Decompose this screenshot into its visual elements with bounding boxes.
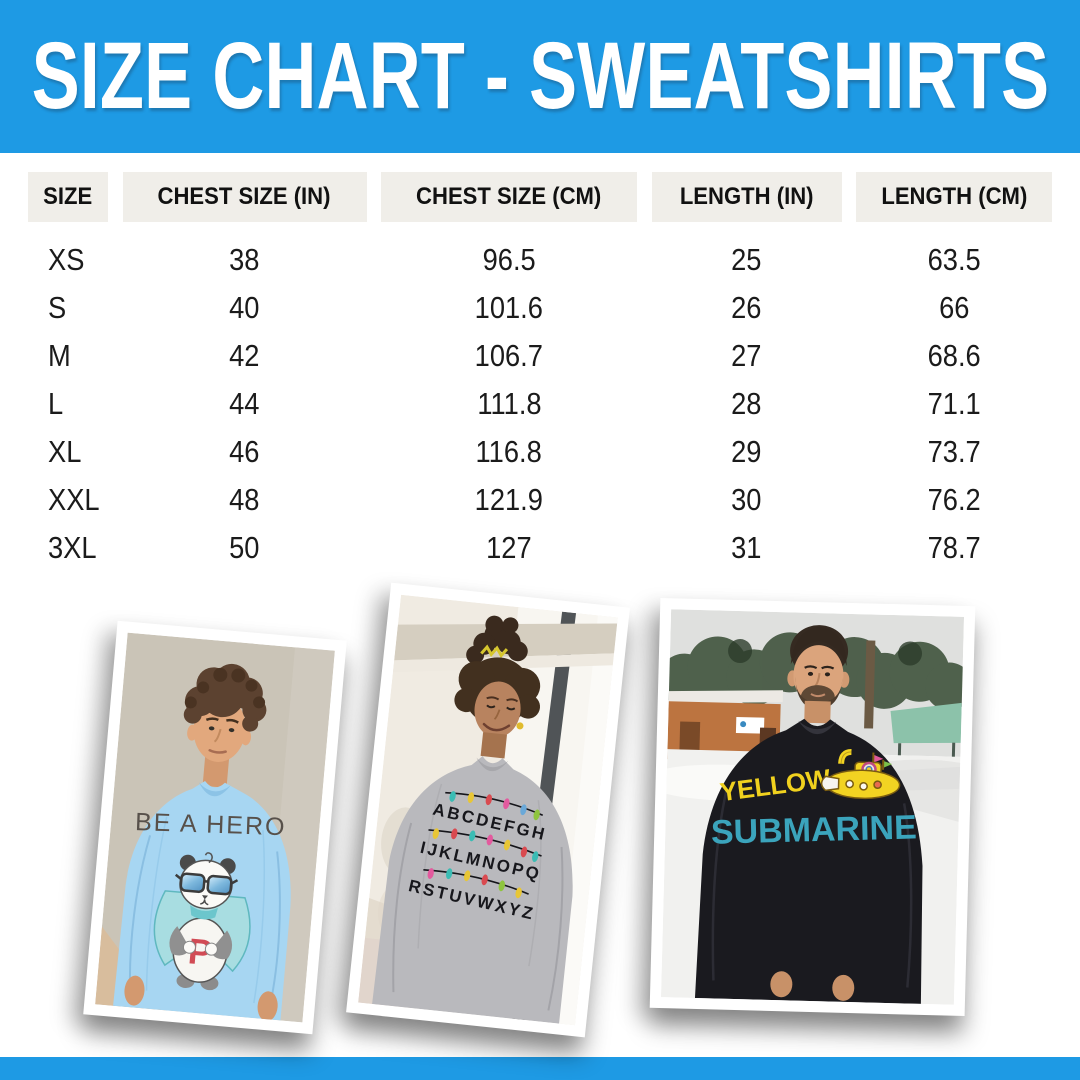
length-cm-value: 63.5: [927, 242, 981, 277]
table-row: XS 38 96.5 25 63.5: [28, 236, 1052, 284]
submarine-graphic: [820, 749, 901, 800]
size-value: XXL: [48, 482, 100, 517]
photo-black-sweatshirt: YELLOW SUBMARINE: [649, 597, 976, 1017]
chest-in-value: 44: [229, 386, 260, 421]
panda-sunglasses-icon: [174, 872, 239, 896]
chest-in-value: 42: [229, 338, 260, 373]
size-value: L: [48, 386, 64, 421]
size-value: 3XL: [48, 530, 97, 565]
table-row: XXL 48 121.9 30 76.2: [28, 476, 1052, 524]
chest-cm-value: 111.8: [476, 386, 542, 421]
superhero-panda-graphic: P: [153, 852, 251, 991]
table-row: M 42 106.7 27 68.6: [28, 332, 1052, 380]
length-in-value: 30: [731, 482, 762, 517]
length-in-value: 27: [731, 338, 762, 373]
gray-sweatshirt-mockup-graphic: ABCDEFGH IJKLMNOPQ RSTUVWXYZ: [358, 594, 618, 1026]
yellow-submarine-print: YELLOW SUBMARINE: [710, 749, 917, 852]
chest-in-value: 38: [229, 242, 260, 277]
length-in-value: 25: [731, 242, 762, 277]
length-cm-value: 71.1: [927, 386, 981, 421]
page-title: SIZE CHART - SWEATSHIRTS: [31, 23, 1049, 129]
yellow-scrunchie: [480, 644, 509, 659]
size-table: SIZE CHEST SIZE (IN) CHEST SIZE (CM) LEN…: [28, 153, 1052, 572]
utility-pole: [864, 640, 876, 729]
table-row: 3XL 50 127 31 78.7: [28, 524, 1052, 572]
be-a-hero-print: BE A HERO P: [135, 808, 287, 991]
chest-cm-value: 101.6: [474, 290, 544, 325]
length-cm-value: 68.6: [927, 338, 981, 373]
photo-blue-sweatshirt: BE A HERO P: [83, 620, 347, 1035]
footer-bar: [0, 1057, 1080, 1080]
table-header-row: SIZE CHEST SIZE (IN) CHEST SIZE (CM) LEN…: [28, 172, 1052, 222]
column-header-length-cm: LENGTH (CM): [856, 172, 1052, 222]
orange-building: [666, 690, 784, 763]
length-cm-value: 66: [938, 290, 970, 325]
chest-cm-value: 96.5: [482, 242, 536, 277]
blue-sweatshirt-mockup-graphic: BE A HERO P: [95, 632, 335, 1023]
chest-cm-value: 121.9: [474, 482, 544, 517]
ponytail-hair: [466, 615, 528, 664]
column-header-length-in: LENGTH (IN): [651, 172, 842, 222]
column-header-chest-in: CHEST SIZE (IN): [122, 172, 367, 222]
chest-cm-value: 106.7: [474, 338, 544, 373]
column-header-chest-cm: CHEST SIZE (CM): [381, 172, 637, 222]
gray-sweatshirt: [372, 756, 573, 1024]
photo-gray-sweatshirt: ABCDEFGH IJKLMNOPQ RSTUVWXYZ: [346, 582, 630, 1038]
size-value: XS: [48, 242, 85, 277]
man-figure: [787, 625, 850, 724]
length-in-value: 29: [731, 434, 762, 469]
man-figure: [183, 663, 267, 788]
woman-figure: [454, 615, 541, 759]
size-value: M: [48, 338, 71, 373]
length-in-value: 26: [731, 290, 762, 325]
length-in-value: 28: [731, 386, 762, 421]
submarine-text: SUBMARINE: [710, 808, 917, 851]
table-row: S 40 101.6 26 66: [28, 284, 1052, 332]
chest-cm-value: 116.8: [475, 434, 543, 469]
table-row: L 44 111.8 28 71.1: [28, 380, 1052, 428]
header-banner: SIZE CHART - SWEATSHIRTS: [0, 0, 1080, 153]
chest-in-value: 48: [229, 482, 260, 517]
column-header-size: SIZE: [28, 172, 108, 222]
be-a-hero-text: BE A HERO: [135, 808, 287, 841]
chest-cm-value: 127: [486, 530, 532, 565]
black-sweatshirt-mockup-graphic: YELLOW SUBMARINE: [660, 609, 965, 1005]
chest-in-value: 46: [229, 434, 260, 469]
length-in-value: 31: [731, 530, 762, 565]
length-cm-value: 73.7: [927, 434, 981, 469]
chest-in-value: 40: [229, 290, 260, 325]
table-body: XS 38 96.5 25 63.5 S 40 101.6 26 66 M 42…: [28, 236, 1052, 572]
table-row: XL 46 116.8 29 73.7: [28, 428, 1052, 476]
size-value: S: [48, 290, 67, 325]
length-cm-value: 76.2: [927, 482, 981, 517]
length-cm-value: 78.7: [927, 530, 981, 565]
chest-in-value: 50: [229, 530, 260, 565]
size-value: XL: [48, 434, 82, 469]
